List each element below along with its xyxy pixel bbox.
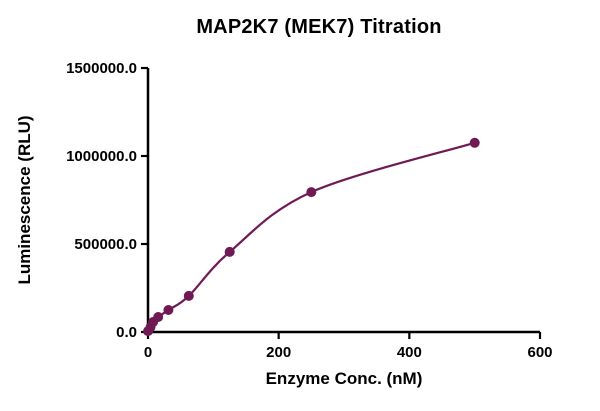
fit-curve-path <box>147 141 476 332</box>
x-tick-label: 600 <box>527 344 552 361</box>
chart-title: MAP2K7 (MEK7) Titration <box>196 16 441 38</box>
data-point <box>306 187 317 198</box>
x-tick-label: 400 <box>397 344 422 361</box>
data-point <box>224 246 235 257</box>
y-tick-label: 1500000.0 <box>66 60 137 77</box>
data-point <box>183 290 194 301</box>
axis-line <box>146 68 540 334</box>
data-points <box>143 137 480 337</box>
axes: 0 200 400 600 0.0 500000.0 1000000.0 1500000.0 <box>66 60 552 361</box>
data-point <box>153 312 164 322</box>
x-tick-label: 200 <box>266 344 291 361</box>
data-point <box>163 305 174 315</box>
y-tick-label: 0.0 <box>116 324 137 341</box>
data-point <box>469 137 480 148</box>
x-axis-label: Enzyme Conc. (nM) <box>266 369 423 388</box>
x-tick-label: 0 <box>144 344 152 361</box>
y-axis-label: Luminescence (RLU) <box>15 115 34 284</box>
fit-curve <box>147 141 476 332</box>
y-tick-label: 500000.0 <box>74 236 137 253</box>
y-tick-label: 1000000.0 <box>66 148 137 165</box>
